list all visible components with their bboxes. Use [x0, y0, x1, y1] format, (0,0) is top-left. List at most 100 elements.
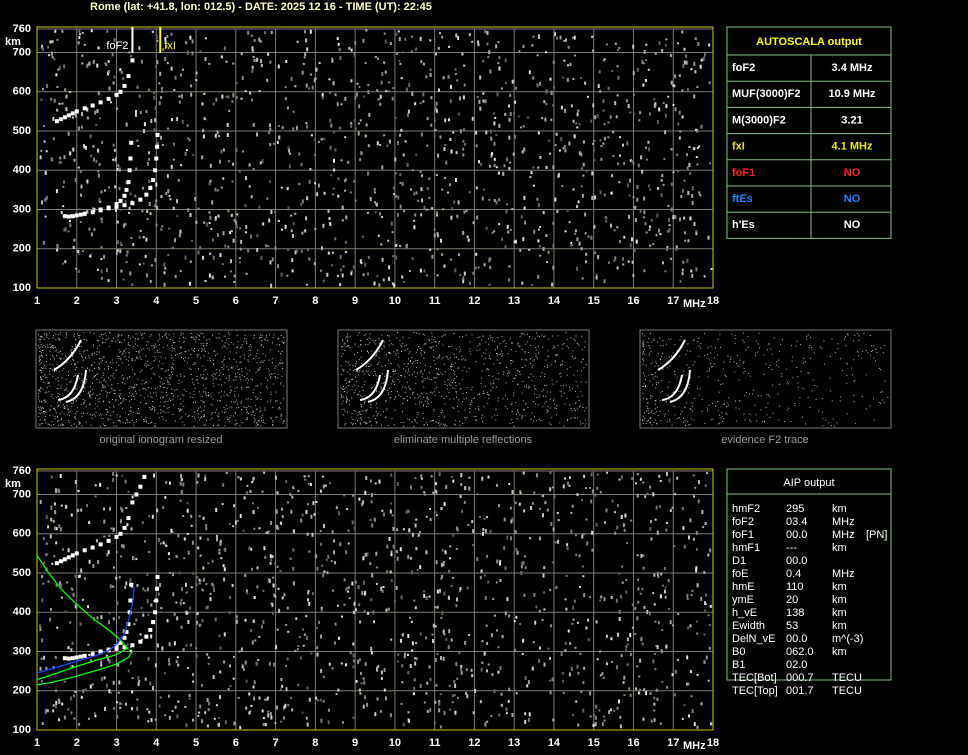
thumbnail-dot [102, 337, 104, 339]
thumbnail-dot [389, 387, 391, 389]
noise-dot [124, 200, 127, 204]
noise-dot [440, 656, 442, 660]
thumbnail-dot [148, 341, 150, 343]
noise-dot [130, 237, 133, 240]
thumbnail-dot [233, 358, 235, 360]
trace-point [127, 168, 132, 173]
thumbnail-dot [344, 388, 346, 390]
thumbnail-dot [346, 396, 347, 398]
noise-dot [248, 711, 251, 715]
thumbnail-dot [48, 338, 50, 340]
noise-dot [73, 694, 76, 698]
thumbnail-dot [44, 392, 46, 394]
thumbnail-dot [438, 342, 440, 344]
noise-dot [82, 689, 85, 694]
thumbnail-dot [143, 418, 145, 420]
noise-dot [327, 720, 330, 725]
thumbnail-dot [43, 410, 45, 412]
noise-dot [585, 626, 588, 630]
thumbnail-dot [76, 425, 77, 427]
thumbnail-dot [137, 338, 139, 340]
noise-dot [222, 483, 225, 487]
noise-dot [508, 614, 511, 618]
noise-dot [457, 112, 460, 116]
noise-dot [710, 268, 713, 270]
thumbnail-dot [134, 390, 136, 392]
thumbnail-dot [49, 409, 51, 411]
thumbnail-dot [547, 364, 549, 366]
thumbnail-dot [224, 391, 226, 393]
noise-dot [504, 611, 507, 616]
noise-dot [68, 91, 71, 93]
noise-dot [146, 587, 149, 592]
noise-dot [268, 131, 271, 135]
noise-dot [627, 104, 630, 109]
thumbnail-dot [58, 395, 60, 397]
noise-dot [303, 633, 306, 636]
noise-dot [182, 482, 185, 487]
thumbnail-frame [337, 329, 590, 429]
thumbnail-dot [540, 420, 542, 422]
noise-dot [161, 646, 164, 651]
thumbnail-dot [252, 411, 254, 412]
noise-dot [119, 208, 122, 211]
noise-dot [115, 474, 118, 477]
thumbnail-dot [148, 349, 150, 351]
thumbnail-dot [264, 409, 266, 411]
noise-dot [449, 557, 451, 560]
noise-dot [39, 624, 42, 628]
noise-dot [459, 495, 462, 498]
thumbnail-dot [118, 404, 120, 406]
thumbnail-dot [191, 348, 193, 350]
thumbnail-dot [255, 422, 257, 424]
noise-dot [374, 56, 377, 58]
noise-dot [185, 149, 188, 152]
thumbnail-dot [235, 423, 237, 425]
noise-dot [240, 97, 243, 100]
trace-point [54, 119, 59, 124]
noise-dot [234, 520, 237, 525]
noise-dot [488, 258, 491, 263]
noise-dot [334, 93, 337, 97]
noise-dot [189, 35, 192, 40]
thumbnail-dot [39, 400, 41, 402]
noise-dot [285, 624, 288, 626]
noise-dot [456, 597, 458, 602]
thumbnail-dot [160, 412, 162, 414]
noise-dot [365, 29, 368, 32]
thumbnail-dot [162, 387, 164, 389]
thumbnail-dot [254, 421, 255, 423]
noise-dot [87, 717, 90, 720]
thumbnail-dot [50, 346, 52, 348]
thumbnail-dot [180, 403, 182, 405]
noise-dot [156, 39, 159, 42]
thumbnail-dot [342, 388, 343, 390]
thumbnail-dot [475, 420, 477, 421]
noise-dot [214, 617, 217, 622]
noise-dot [441, 35, 444, 39]
thumbnail-dot [260, 410, 262, 412]
noise-dot [379, 144, 382, 146]
thumbnail-dot [413, 332, 415, 334]
noise-dot [554, 541, 557, 544]
noise-dot [688, 145, 691, 148]
thumbnail-dot [98, 340, 99, 342]
noise-dot [420, 213, 423, 217]
thumbnail-dot [135, 419, 137, 420]
noise-dot [379, 94, 382, 99]
noise-dot [383, 134, 386, 137]
noise-dot [700, 58, 703, 62]
noise-dot [682, 188, 685, 193]
noise-dot [284, 703, 287, 708]
noise-dot [367, 84, 370, 87]
noise-dot [541, 513, 544, 518]
thumbnail-dot [244, 406, 246, 408]
thumbnail-dot [128, 392, 130, 394]
noise-dot [178, 571, 181, 575]
noise-dot [463, 500, 466, 504]
noise-dot [645, 59, 648, 61]
noise-dot [55, 489, 58, 494]
thumbnail-dot [351, 378, 353, 380]
noise-dot [422, 100, 425, 103]
noise-dot [204, 474, 207, 478]
